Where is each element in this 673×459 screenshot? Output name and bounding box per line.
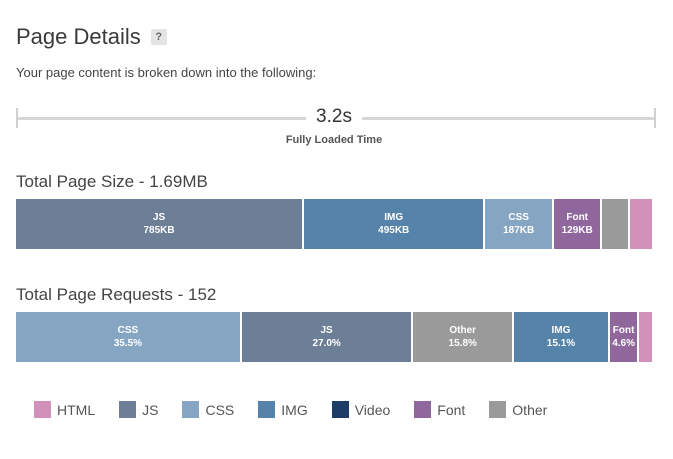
page-title: Page Details <box>16 24 141 49</box>
legend-label: Other <box>512 401 548 418</box>
requests-segment-img[interactable]: IMG 15.1% <box>513 312 610 362</box>
size-segment-html[interactable] <box>630 199 652 249</box>
legend-label: HTML <box>57 401 96 418</box>
requests-segment-other[interactable]: Other 15.8% <box>413 312 514 362</box>
legend-swatch <box>331 401 349 418</box>
requests-segment-js[interactable]: JS 27.0% <box>241 312 414 362</box>
requests-segment-value: 15.8% <box>448 338 477 349</box>
fully-loaded-time-caption: Fully Loaded Time <box>285 134 383 146</box>
size-segment-value: 129KB <box>561 225 593 236</box>
size-segment-font[interactable]: Font 129KB <box>554 199 603 249</box>
timeline-end-cap <box>654 108 656 128</box>
requests-segment-label: CSS <box>117 325 139 336</box>
legend-item-js: JS <box>119 401 158 418</box>
size-segment-label: JS <box>152 212 166 223</box>
help-button[interactable]: ? <box>150 29 167 45</box>
legend-label: JS <box>142 401 159 418</box>
requests-segment-css[interactable]: CSS 35.5% <box>16 312 242 362</box>
legend-swatch <box>258 401 276 418</box>
legend-swatch <box>182 401 200 418</box>
fully-loaded-timeline: 3.2s Fully Loaded Time <box>16 100 656 150</box>
size-segment-js[interactable]: JS 785KB <box>16 199 305 249</box>
requests-segment-value: 27.0% <box>312 338 341 349</box>
legend-swatch <box>414 401 432 418</box>
timeline-start-cap <box>16 108 18 128</box>
requests-segment-value: 15.1% <box>546 338 576 349</box>
size-segment-value: 187KB <box>503 225 535 236</box>
page-size-title: Total Page Size - 1.69MB <box>16 172 208 191</box>
legend-swatch <box>489 401 507 418</box>
requests-segment-label: IMG <box>551 325 571 336</box>
legend-item-video: Video <box>331 401 391 418</box>
page-requests-title: Total Page Requests - 152 <box>16 285 217 304</box>
size-segment-label: Font <box>566 212 589 223</box>
requests-segment-value: 35.5% <box>113 338 143 349</box>
legend-label: IMG <box>281 401 308 418</box>
size-segment-other[interactable] <box>602 199 631 249</box>
fully-loaded-time-value: 3.2s <box>306 106 362 128</box>
legend-swatch <box>119 401 137 418</box>
size-segment-value: 785KB <box>143 225 175 236</box>
page-details-header: Page Details ? <box>16 24 167 50</box>
size-segment-label: IMG <box>384 212 404 223</box>
page-size-bar: JS 785KB IMG 495KB CSS 187KB Font 129KB <box>16 199 652 249</box>
requests-segment-value: 4.6% <box>612 338 636 349</box>
page-requests-bar: CSS 35.5% JS 27.0% Other 15.8% IMG 15.1% Font 4.6… <box>16 312 652 362</box>
size-segment-img[interactable]: IMG 495KB <box>304 199 486 249</box>
legend-item-css: CSS <box>182 401 234 418</box>
size-segment-value: 495KB <box>378 225 410 236</box>
size-segment-css[interactable]: CSS 187KB <box>485 199 555 249</box>
legend-swatch <box>34 401 51 418</box>
content-type-legend: HTML JS CSS IMG Video Font Other <box>34 401 571 418</box>
legend-item-font: Font <box>414 401 465 418</box>
requests-segment-html[interactable] <box>639 312 652 362</box>
legend-label: Video <box>354 401 391 418</box>
requests-segment-label: Font <box>612 325 635 336</box>
size-segment-label: CSS <box>508 212 529 223</box>
requests-segment-label: JS <box>320 325 333 336</box>
legend-item-html: HTML <box>34 401 95 418</box>
legend-label: CSS <box>205 401 235 418</box>
legend-item-img: IMG <box>258 401 308 418</box>
legend-item-other: Other <box>489 401 547 418</box>
page-subtitle: Your page content is broken down into th… <box>16 65 317 80</box>
requests-segment-font[interactable]: Font 4.6% <box>610 312 640 362</box>
legend-label: Font <box>437 401 466 418</box>
requests-segment-label: Other <box>449 325 477 336</box>
